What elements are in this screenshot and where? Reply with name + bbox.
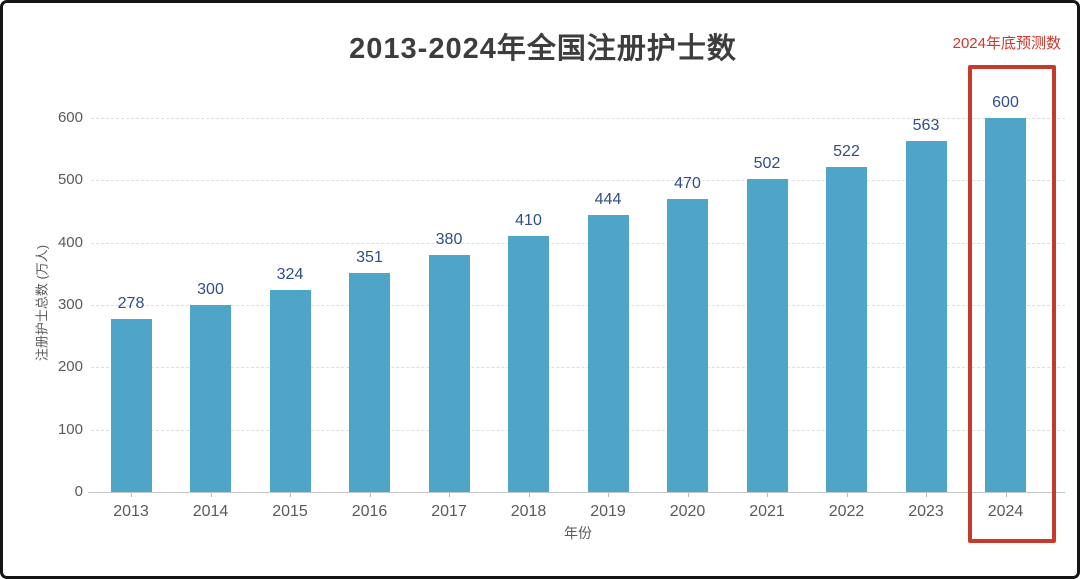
x-tick-label: 2018 — [510, 503, 547, 520]
x-tick-label: 2024 — [987, 503, 1024, 520]
bar — [508, 236, 549, 492]
x-tick-label: 2017 — [431, 503, 467, 520]
bar-value-label: 444 — [594, 191, 622, 209]
bar-value-label: 351 — [356, 249, 383, 267]
bar — [985, 118, 1026, 492]
y-gridline — [91, 305, 1065, 306]
y-tick-label: 100 — [57, 420, 83, 438]
x-tick-label: 2013 — [113, 503, 149, 520]
y-tick-label: 0 — [74, 483, 83, 500]
x-tick-mark — [449, 493, 450, 497]
y-gridline — [91, 367, 1065, 369]
chart-title: 2013-2024年全国注册护士数 — [349, 33, 737, 65]
bar-value-label: 600 — [992, 94, 1019, 111]
x-tick-mark — [767, 493, 768, 497]
bar-value-label: 324 — [276, 266, 304, 284]
x-tick-label: 2015 — [272, 503, 308, 520]
x-tick-mark — [1005, 493, 1007, 497]
bar — [190, 305, 231, 492]
bar — [587, 215, 629, 492]
y-tick-label: 300 — [57, 296, 83, 313]
x-tick-mark — [926, 493, 927, 497]
bar-value-label: 502 — [753, 155, 781, 173]
bar — [110, 318, 152, 492]
x-tick-mark — [687, 493, 689, 497]
x-axis-line — [88, 492, 1065, 493]
bar — [269, 290, 311, 492]
bar-value-label: 300 — [197, 281, 224, 298]
x-tick-mark — [290, 493, 291, 497]
bar-value-label: 522 — [833, 142, 860, 160]
bar — [746, 179, 788, 492]
x-tick-label: 2022 — [828, 503, 865, 520]
x-tick-label: 2016 — [351, 503, 388, 520]
y-gridline — [91, 118, 1065, 119]
y-tick-label: 200 — [57, 358, 83, 376]
y-gridline — [91, 429, 1065, 431]
y-tick-label: 600 — [57, 109, 83, 126]
forecast-annotation: 2024年底预测数 — [952, 35, 1061, 52]
y-axis-title: 注册护士总数 (万人) — [34, 244, 50, 362]
bar — [349, 273, 390, 492]
y-gridline — [91, 242, 1065, 244]
bar-value-label: 470 — [674, 175, 701, 193]
x-tick-mark — [369, 493, 371, 497]
x-tick-mark — [528, 493, 530, 497]
x-tick-label: 2014 — [192, 503, 229, 520]
bar — [667, 199, 708, 492]
x-tick-mark — [608, 493, 609, 497]
bar-value-label: 380 — [435, 231, 463, 249]
x-tick-mark — [131, 493, 132, 497]
x-tick-label: 2019 — [590, 503, 626, 520]
x-tick-mark — [210, 493, 212, 497]
y-tick-label: 400 — [57, 233, 83, 251]
bar — [905, 141, 947, 492]
x-tick-mark — [846, 493, 848, 497]
x-tick-label: 2020 — [669, 503, 706, 520]
x-axis-title: 年份 — [564, 525, 592, 541]
bar — [428, 255, 470, 492]
bar-value-label: 278 — [117, 294, 145, 312]
y-gridline — [91, 180, 1065, 182]
bar-value-label: 563 — [912, 117, 940, 135]
x-tick-label: 2023 — [908, 503, 944, 520]
x-tick-label: 2021 — [749, 503, 785, 520]
bar — [826, 166, 867, 492]
y-tick-label: 500 — [57, 171, 83, 189]
bar-value-label: 410 — [515, 212, 542, 230]
